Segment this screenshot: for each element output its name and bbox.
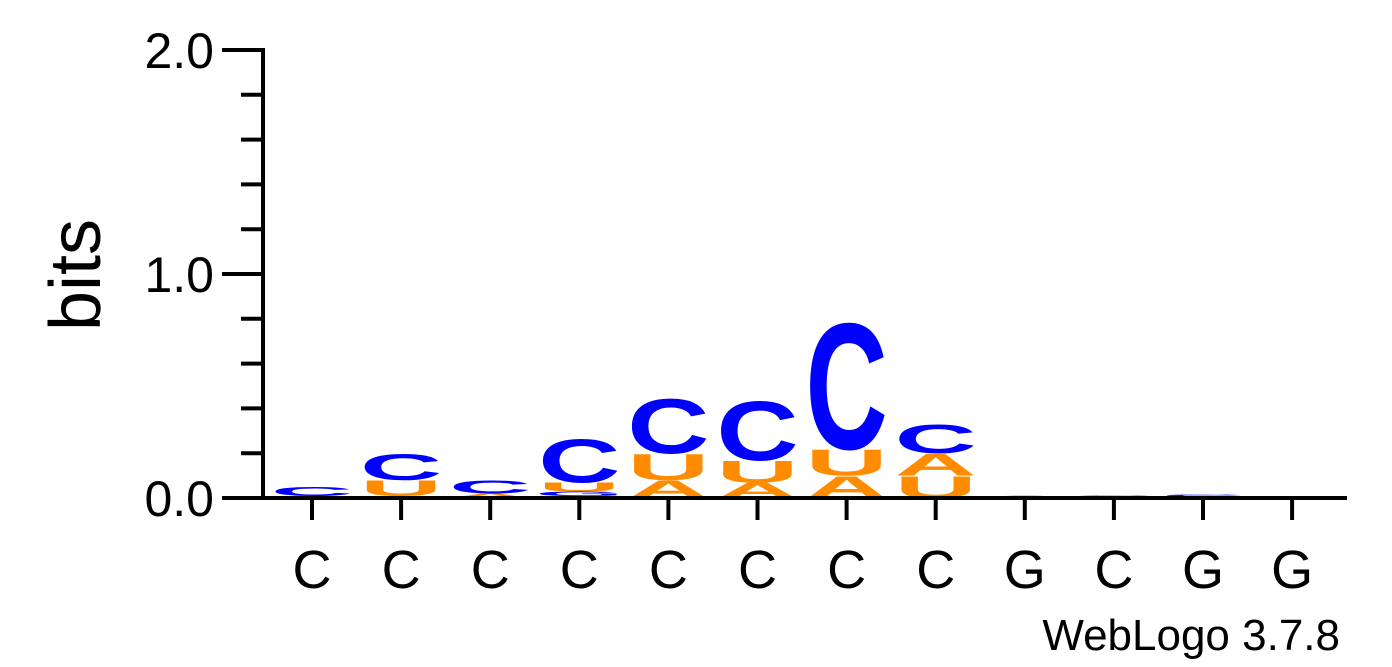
- position-label: C: [827, 540, 866, 600]
- axes: [261, 48, 1347, 500]
- logo-letter-C: C: [271, 485, 353, 499]
- position-label: G: [1271, 540, 1313, 600]
- position-label: G: [1004, 540, 1046, 600]
- logo-letter-C: C: [1162, 494, 1244, 496]
- x-ticks: [310, 500, 1295, 520]
- position-label: G: [1182, 540, 1224, 600]
- weblogo-credit: WebLogo 3.7.8: [1042, 611, 1340, 660]
- logo-letter-A: A: [895, 447, 977, 482]
- logo-letter-C: C: [449, 477, 531, 498]
- y-ticks: [222, 48, 263, 500]
- y-tick-label: 1.0: [144, 247, 214, 303]
- logo-letter-C: C: [627, 383, 709, 470]
- y-tick-label: 2.0: [144, 23, 214, 79]
- position-label: C: [382, 540, 421, 600]
- logo-letter-A: A: [449, 492, 531, 499]
- position-label: C: [560, 540, 599, 600]
- position-label: C: [916, 540, 955, 600]
- logo-letter-U: U: [538, 480, 620, 494]
- logo-letter-U: U: [805, 442, 887, 484]
- logo-letter-C: C: [895, 417, 977, 462]
- y-axis-label: bits: [36, 219, 116, 331]
- logo-letter-U: U: [627, 446, 709, 488]
- position-label: C: [471, 540, 510, 600]
- logo-letter-G: G: [535, 490, 624, 497]
- position-label: C: [1094, 540, 1133, 600]
- position-label: C: [649, 540, 688, 600]
- logo-letter-U: U: [716, 454, 798, 489]
- logo-stacks: UACAUCACAGUCAUCAUCAUCUACCAUCUGC: [271, 285, 1247, 505]
- logo-letter-C: C: [360, 446, 442, 488]
- logo-letter-C: C: [805, 285, 887, 487]
- position-label: C: [293, 540, 332, 600]
- logo-letter-C: C: [538, 427, 620, 496]
- logo-letter-C: C: [716, 384, 798, 478]
- position-label: C: [738, 540, 777, 600]
- y-tick-labels: 0.0 1.0 2.0: [144, 23, 214, 527]
- y-tick-label: 0.0: [144, 471, 214, 527]
